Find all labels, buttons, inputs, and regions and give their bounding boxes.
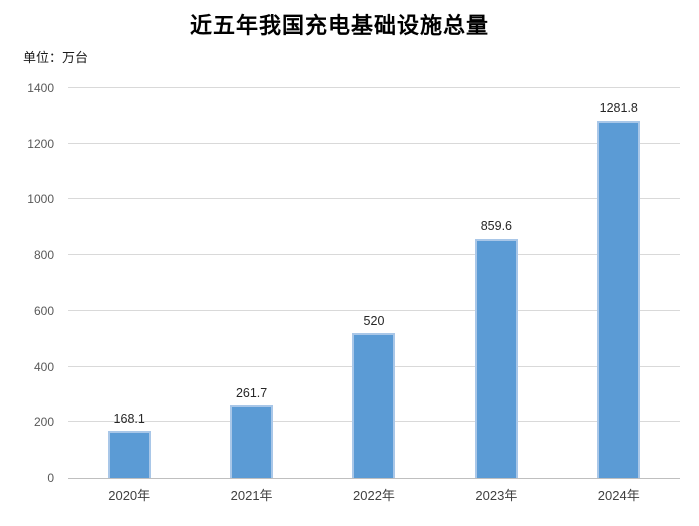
bars-row: 168.1 261.7 520 859.6 1281.8	[68, 88, 680, 478]
bar-2023年	[474, 238, 518, 478]
x-tick-label: 2020年	[108, 488, 151, 503]
bar-2021年	[230, 405, 274, 478]
gridline	[68, 142, 680, 144]
y-tick-label: 0	[47, 471, 54, 485]
bar-2024年	[597, 120, 641, 478]
bar-data-label: 261.7	[235, 385, 268, 400]
bar-slot: 168.1	[68, 88, 190, 478]
x-tick-label: 2021年	[230, 488, 273, 503]
bar-data-label: 520	[363, 313, 385, 328]
gridline	[68, 87, 680, 88]
bar-data-label: 1281.8	[599, 101, 638, 116]
y-tick-label: 1000	[27, 192, 54, 207]
y-tick-label: 200	[33, 415, 54, 430]
y-tick-label: 1400	[27, 81, 54, 95]
bar-slot: 859.6	[435, 88, 557, 478]
bar-data-label: 168.1	[113, 411, 145, 426]
y-tick-label: 1200	[27, 136, 54, 151]
x-tick-label: 2023年	[475, 488, 518, 503]
y-tick-label: 800	[33, 248, 54, 263]
plot-area: 168.1 261.7 520 859.6 1281.8	[68, 87, 680, 479]
y-tick-label: 400	[33, 359, 54, 374]
bar-slot: 261.7	[190, 88, 312, 478]
bar-slot: 520	[313, 88, 435, 478]
gridline	[68, 254, 680, 256]
bar-data-label: 859.6	[480, 219, 512, 234]
x-tick-label: 2024年	[597, 488, 640, 503]
x-tick-label: 2022年	[353, 488, 395, 503]
x-axis-labels: 2020年 2021年 2022年 2023年 2024年	[68, 485, 680, 504]
bar-2020年	[107, 431, 151, 478]
bar-2022年	[352, 333, 396, 478]
y-tick-label: 600	[33, 303, 54, 318]
y-axis-labels: 0 200 400 600 800 1000 1200 1400	[0, 82, 60, 484]
chart-title: 近五年我国充电基础设施总量	[189, 13, 489, 38]
gridline	[68, 309, 680, 311]
unit-label: 单位：万台	[23, 50, 89, 65]
gridline	[68, 198, 680, 200]
bar-slot: 1281.8	[558, 88, 680, 478]
